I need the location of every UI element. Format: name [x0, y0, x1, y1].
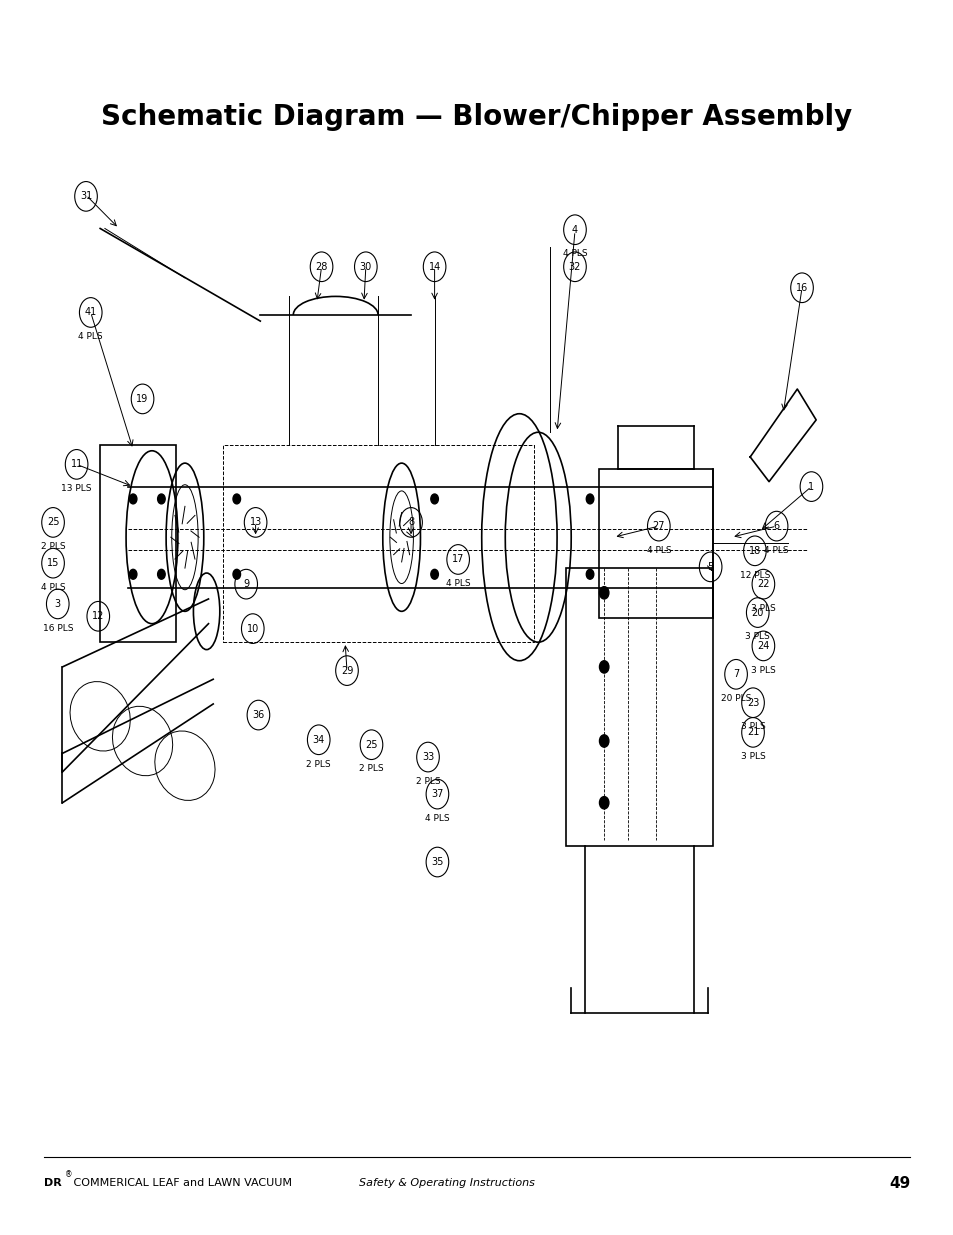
Text: 2 PLS: 2 PLS [41, 542, 66, 551]
Text: 22: 22 [757, 579, 769, 589]
Circle shape [598, 735, 608, 747]
Text: COMMERICAL LEAF and LAWN VACUUM: COMMERICAL LEAF and LAWN VACUUM [70, 1178, 295, 1188]
Polygon shape [749, 389, 816, 482]
Text: 29: 29 [340, 666, 353, 676]
Circle shape [431, 494, 438, 504]
Text: 32: 32 [568, 262, 580, 272]
Text: 13 PLS: 13 PLS [61, 484, 91, 493]
Text: 11: 11 [71, 459, 83, 469]
Text: 28: 28 [315, 262, 328, 272]
Text: 3 PLS: 3 PLS [740, 752, 764, 761]
Text: 20 PLS: 20 PLS [720, 694, 750, 703]
Text: 16: 16 [795, 283, 807, 293]
Text: 4 PLS: 4 PLS [562, 249, 587, 258]
Circle shape [598, 797, 608, 809]
Text: 2 PLS: 2 PLS [306, 760, 331, 768]
Text: 27: 27 [652, 521, 664, 531]
Bar [566, 568, 712, 846]
Circle shape [233, 494, 240, 504]
Text: 41: 41 [85, 308, 97, 317]
Text: Safety & Operating Instructions: Safety & Operating Instructions [359, 1178, 535, 1188]
Text: 7: 7 [732, 669, 739, 679]
Bar [222, 445, 533, 642]
Text: 13: 13 [250, 517, 261, 527]
Text: 20: 20 [751, 608, 763, 618]
Text: 2 PLS: 2 PLS [358, 764, 383, 773]
Bar [598, 469, 712, 618]
Text: 3 PLS: 3 PLS [740, 722, 764, 731]
Text: 37: 37 [431, 789, 443, 799]
Text: 12: 12 [92, 611, 105, 621]
Circle shape [157, 494, 165, 504]
Text: 23: 23 [746, 698, 759, 708]
Text: 4 PLS: 4 PLS [646, 546, 670, 555]
Text: 4 PLS: 4 PLS [78, 332, 103, 341]
Text: 1: 1 [807, 482, 814, 492]
Circle shape [586, 569, 593, 579]
Text: 18: 18 [748, 546, 760, 556]
Text: 9: 9 [243, 579, 249, 589]
Circle shape [598, 587, 608, 599]
Text: 4 PLS: 4 PLS [445, 579, 470, 588]
Text: 25: 25 [47, 517, 59, 527]
Text: 3 PLS: 3 PLS [744, 632, 769, 641]
Circle shape [130, 569, 137, 579]
Text: 21: 21 [746, 727, 759, 737]
Text: 33: 33 [421, 752, 434, 762]
Circle shape [586, 494, 593, 504]
Text: 16 PLS: 16 PLS [43, 624, 73, 632]
Bar [100, 445, 175, 642]
Text: 10: 10 [247, 624, 258, 634]
Text: 4: 4 [571, 225, 578, 235]
Text: 3: 3 [54, 599, 61, 609]
Text: 4 PLS: 4 PLS [41, 583, 66, 592]
Text: 31: 31 [80, 191, 92, 201]
Text: 14: 14 [428, 262, 440, 272]
Text: Schematic Diagram — Blower/Chipper Assembly: Schematic Diagram — Blower/Chipper Assem… [101, 104, 852, 131]
Text: 12 PLS: 12 PLS [739, 571, 769, 579]
Text: 2 PLS: 2 PLS [416, 777, 440, 785]
Text: 4 PLS: 4 PLS [425, 814, 449, 823]
Text: 3 PLS: 3 PLS [750, 604, 775, 613]
Text: 8: 8 [408, 517, 414, 527]
Text: 4 PLS: 4 PLS [763, 546, 788, 555]
Text: 15: 15 [47, 558, 59, 568]
Text: ®: ® [65, 1170, 72, 1179]
Text: 5: 5 [707, 562, 713, 572]
Text: 19: 19 [136, 394, 149, 404]
Text: 6: 6 [773, 521, 779, 531]
Text: 24: 24 [757, 641, 769, 651]
Text: 17: 17 [452, 555, 464, 564]
Text: 30: 30 [359, 262, 372, 272]
Text: 34: 34 [313, 735, 325, 745]
Text: DR: DR [44, 1178, 61, 1188]
Circle shape [157, 569, 165, 579]
Text: 36: 36 [252, 710, 264, 720]
Circle shape [598, 661, 608, 673]
Circle shape [233, 569, 240, 579]
Text: 3 PLS: 3 PLS [750, 666, 775, 674]
Circle shape [431, 569, 438, 579]
Text: 49: 49 [888, 1176, 909, 1191]
Text: 25: 25 [365, 740, 377, 750]
Circle shape [130, 494, 137, 504]
Text: 35: 35 [431, 857, 443, 867]
